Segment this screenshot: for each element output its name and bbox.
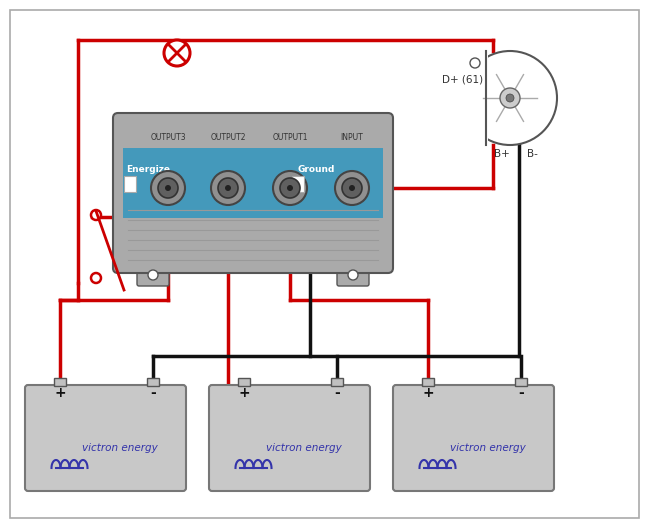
Circle shape (463, 51, 557, 145)
Text: B+: B+ (494, 149, 510, 159)
FancyBboxPatch shape (209, 385, 370, 491)
Circle shape (342, 178, 362, 198)
Bar (238, 378, 250, 386)
Circle shape (218, 178, 238, 198)
Text: victron energy: victron energy (82, 443, 158, 453)
Circle shape (151, 171, 185, 205)
Bar (422, 378, 434, 386)
Text: OUTPUT2: OUTPUT2 (210, 134, 246, 143)
Circle shape (164, 40, 190, 66)
Text: +: + (422, 386, 434, 400)
Bar (124, 176, 136, 192)
Text: victron energy: victron energy (266, 443, 342, 453)
Circle shape (348, 270, 358, 280)
Text: D+ (61): D+ (61) (442, 75, 483, 85)
Text: Ground: Ground (298, 165, 336, 174)
Bar (461, 51, 488, 145)
Circle shape (211, 171, 245, 205)
Circle shape (280, 178, 300, 198)
Circle shape (225, 185, 231, 191)
Text: INPUT: INPUT (341, 134, 363, 143)
Circle shape (287, 185, 293, 191)
Bar (331, 378, 343, 386)
Text: +: + (238, 386, 250, 400)
Text: +: + (54, 386, 66, 400)
Circle shape (158, 178, 178, 198)
Bar (292, 176, 304, 192)
Text: -: - (150, 386, 156, 400)
Text: Energize: Energize (126, 165, 170, 174)
Text: OUTPUT1: OUTPUT1 (272, 134, 308, 143)
FancyBboxPatch shape (113, 113, 393, 273)
Bar (54, 378, 66, 386)
Text: victron energy: victron energy (450, 443, 526, 453)
Circle shape (500, 88, 520, 108)
Circle shape (91, 210, 101, 220)
FancyBboxPatch shape (337, 264, 369, 286)
Circle shape (273, 171, 307, 205)
Bar (147, 378, 159, 386)
Circle shape (349, 185, 355, 191)
Circle shape (165, 185, 171, 191)
Text: -: - (334, 386, 340, 400)
Bar (123, 148, 383, 218)
Text: B-: B- (526, 149, 537, 159)
Circle shape (506, 94, 514, 102)
Text: -: - (518, 386, 524, 400)
Circle shape (91, 273, 101, 283)
FancyBboxPatch shape (393, 385, 554, 491)
Text: OUTPUT3: OUTPUT3 (150, 134, 186, 143)
Circle shape (470, 58, 480, 68)
Bar (515, 378, 527, 386)
FancyBboxPatch shape (137, 264, 169, 286)
FancyBboxPatch shape (25, 385, 186, 491)
Circle shape (335, 171, 369, 205)
Circle shape (148, 270, 158, 280)
